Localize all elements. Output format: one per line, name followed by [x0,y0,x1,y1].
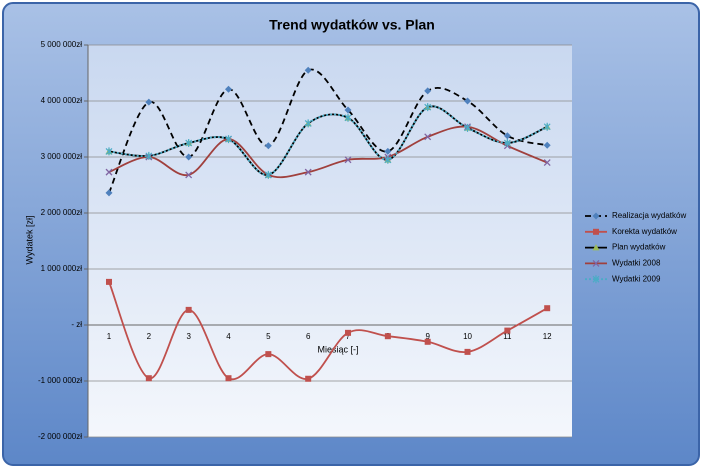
x-tick-label: 3 [186,332,191,341]
data-point [265,351,272,358]
data-point [424,338,431,345]
x-tick-label: 2 [147,332,152,341]
data-point [105,168,113,176]
data-point [344,106,352,114]
x-tick-label: 4 [226,332,231,341]
x-axis-label: Miesiąc [-] [317,344,358,354]
data-point [304,119,312,128]
data-point [464,348,471,355]
data-point [185,306,192,313]
x-tick-label: 7 [346,332,351,341]
legend-label: Wydatki 2008 [612,259,661,268]
data-point [185,153,193,161]
legend-marker [592,212,600,220]
x-tick-label: 5 [266,332,271,341]
y-tick-label: -2 000 000zł [38,432,82,441]
data-point [105,189,113,197]
data-point [345,329,352,336]
data-point [264,170,272,179]
legend-label: Korekta wydatków [612,227,677,236]
data-point [543,141,551,149]
x-tick-label: 12 [543,332,552,341]
data-point [344,156,352,164]
legend-marker [593,228,599,235]
data-point [145,98,153,106]
data-point [185,139,193,147]
data-point [464,97,472,105]
y-tick-label: 3 000 000zł [41,152,83,161]
data-point [344,113,352,122]
data-point [544,305,551,312]
data-point [543,159,551,167]
x-tick-label: 10 [463,332,472,341]
y-tick-label: 4 000 000zł [41,96,83,105]
y-tick-label: - zł [71,320,82,329]
legend-label: Realizacja wydatków [612,211,686,220]
data-point [225,135,232,144]
legend-marker [592,259,600,267]
data-point [503,132,511,140]
y-axis-label: Wydatek [zł] [24,216,34,265]
data-point [464,123,471,132]
series-line [108,125,548,179]
chart-title: Trend wydatków vs. Plan [269,17,435,33]
data-point [185,171,193,179]
data-point [304,168,312,176]
legend-marker [592,275,600,284]
data-point [225,375,232,382]
y-tick-label: 2 000 000zł [41,208,83,217]
legend-label: Plan wydatków [612,243,666,252]
y-tick-label: -1 000 000zł [38,376,82,385]
data-point [424,87,432,95]
data-point [145,375,152,382]
data-point [384,147,392,155]
data-point [504,327,511,334]
data-point [384,155,392,164]
data-point [264,142,272,150]
data-point [424,103,432,112]
data-point [305,375,312,382]
y-tick-label: 1 000 000zł [41,264,83,273]
x-tick-label: 9 [425,332,430,341]
data-point [543,122,551,131]
y-tick-label: 5 000 000zł [41,40,83,49]
data-point [424,133,432,141]
legend-label: Wydatki 2009 [612,274,661,283]
data-point [304,66,312,74]
data-point [106,278,112,285]
legend-marker [592,244,600,251]
data-point [503,139,511,147]
data-point [145,151,153,160]
x-tick-label: 11 [503,332,512,341]
x-tick-label: 1 [107,332,112,341]
data-point [384,333,391,340]
plot-area [88,45,572,437]
data-point [105,147,113,156]
x-tick-label: 6 [306,332,311,341]
data-point [225,85,233,93]
